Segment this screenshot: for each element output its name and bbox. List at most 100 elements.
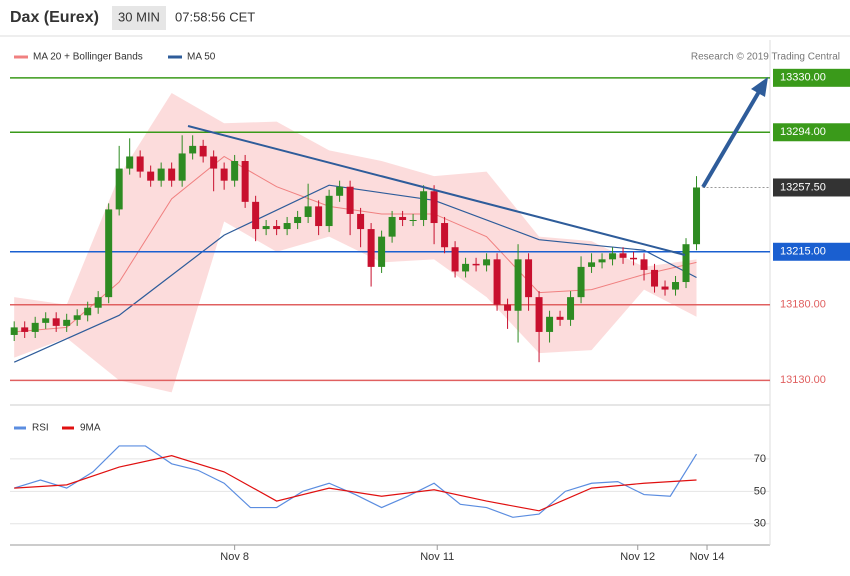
candle-body <box>42 318 50 323</box>
rsi-line <box>14 445 698 518</box>
candle-body <box>105 209 113 298</box>
candle-body <box>430 191 438 224</box>
candle-body <box>640 259 648 270</box>
legend-label: MA 50 <box>187 52 216 63</box>
candle-body <box>283 223 291 230</box>
candle-body <box>483 259 491 266</box>
candle-body <box>336 186 344 196</box>
candle-body <box>52 318 60 326</box>
candle-body <box>199 145 207 157</box>
level-label: 13215.00 <box>780 246 826 258</box>
candle-body <box>157 168 165 181</box>
candle-body <box>10 327 18 335</box>
x-tick-label: Nov 14 <box>690 551 725 563</box>
candle-body <box>472 263 480 266</box>
candle-body <box>115 168 123 210</box>
candle-body <box>535 297 543 332</box>
candle-body <box>514 259 522 311</box>
candle-body <box>315 206 323 227</box>
candle-body <box>21 327 29 332</box>
candle-body <box>399 216 407 220</box>
level-box <box>773 68 850 87</box>
candle-body <box>441 223 449 248</box>
candle-body <box>630 257 638 260</box>
candle-body <box>388 216 396 237</box>
candle-body <box>525 259 533 298</box>
candle-body <box>178 153 186 181</box>
candle-body <box>126 156 134 169</box>
bollinger-band <box>14 92 697 393</box>
candle-body <box>619 253 627 258</box>
timeframe: 30 MIN <box>118 9 160 24</box>
candle-body <box>556 316 564 320</box>
candle-body <box>367 229 375 267</box>
candle-body <box>304 206 312 217</box>
source: Research © 2019 Trading Central <box>691 52 840 63</box>
candle-body <box>273 226 281 230</box>
candle-body <box>210 156 218 169</box>
candle-body <box>189 145 197 154</box>
candle-body <box>147 171 155 181</box>
candle-body <box>420 191 428 220</box>
candle-body <box>493 259 501 305</box>
rsi-tick-label: 50 <box>754 485 766 497</box>
candle-body <box>651 269 659 287</box>
candle-body <box>378 236 386 267</box>
timeframe-box <box>112 6 166 30</box>
candle-body <box>252 201 260 230</box>
candle-body <box>546 316 554 332</box>
legend-label: MA 20 + Bollinger Bands <box>33 52 143 63</box>
candle-body <box>84 307 92 316</box>
candle-body <box>504 304 512 311</box>
level-box <box>773 242 850 261</box>
candle-body <box>409 220 417 221</box>
candle-body <box>588 262 596 267</box>
candle-body <box>220 168 228 181</box>
trend-line <box>187 125 686 256</box>
legend-label: 9MA <box>80 423 101 434</box>
candle-body <box>325 195 333 227</box>
candle-body <box>346 186 354 214</box>
level-label: 13294.00 <box>780 126 826 138</box>
time: 07:58:56 CET <box>175 9 255 24</box>
chart-title: Dax (Eurex) <box>10 9 99 26</box>
candle-body <box>294 216 302 224</box>
candle-body <box>63 319 71 326</box>
candle-body <box>462 263 470 272</box>
candle-body <box>94 297 102 308</box>
legend-label: RSI <box>32 423 49 434</box>
candle-body <box>693 187 701 245</box>
forecast-arrowhead <box>751 77 768 97</box>
candle-body <box>357 213 365 230</box>
candle-body <box>168 168 176 181</box>
rsi-line <box>14 455 697 512</box>
candle-body <box>451 247 459 272</box>
level-label: 13330.00 <box>780 72 826 84</box>
level-label: 13257.50 <box>780 181 826 193</box>
level-label: 13130.00 <box>780 374 826 386</box>
candle-body <box>609 253 617 260</box>
forecast-arrow <box>701 88 762 189</box>
x-tick-label: Nov 8 <box>220 551 249 563</box>
level-box <box>773 178 850 197</box>
x-tick-label: Nov 11 <box>420 551 454 563</box>
candle-body <box>567 297 575 320</box>
rsi-tick-label: 30 <box>754 518 766 530</box>
candle-body <box>577 266 585 298</box>
x-tick-label: Nov 12 <box>620 551 655 563</box>
level-box <box>773 123 850 142</box>
candle-body <box>231 161 239 181</box>
candle-body <box>136 156 144 172</box>
candle-body <box>31 322 39 332</box>
candle-body <box>682 244 690 283</box>
ma50-line <box>13 184 697 363</box>
candle-body <box>262 226 270 230</box>
rsi-tick-label: 70 <box>754 453 766 465</box>
candle-body <box>598 259 606 263</box>
level-label: 13180.00 <box>780 299 826 311</box>
candle-body <box>73 315 81 320</box>
candle-body <box>661 286 669 290</box>
candle-body <box>672 282 680 290</box>
